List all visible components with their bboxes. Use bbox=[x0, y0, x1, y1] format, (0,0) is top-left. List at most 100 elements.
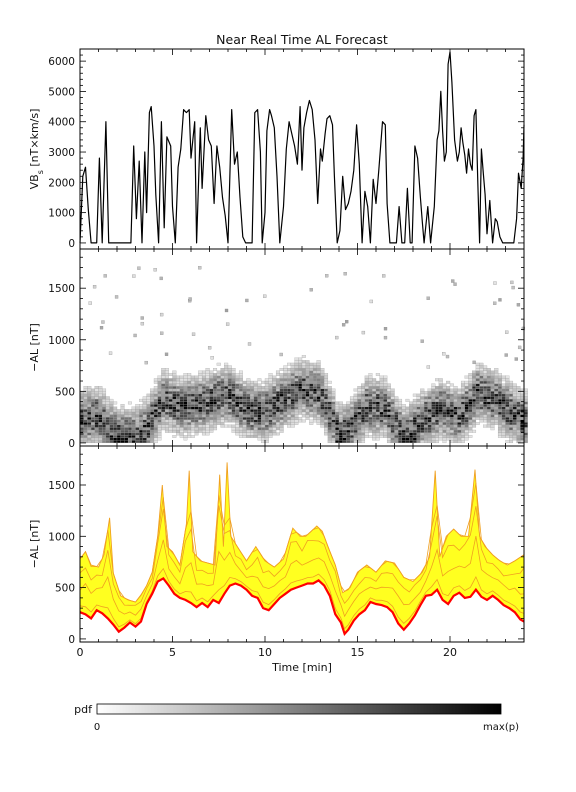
heatmap-cell bbox=[261, 419, 266, 423]
heatmap-cell bbox=[87, 440, 92, 444]
heatmap-cell bbox=[460, 416, 465, 420]
heatmap-cell bbox=[235, 391, 240, 395]
heatmap-cell bbox=[464, 429, 469, 433]
heatmap-cell bbox=[124, 411, 129, 415]
heatmap-cell-outlier bbox=[159, 312, 164, 317]
heatmap-cell bbox=[213, 368, 218, 371]
heatmap-cell bbox=[479, 386, 484, 389]
heatmap-cell bbox=[353, 393, 358, 397]
heatmap-cell bbox=[253, 411, 258, 415]
heatmap-cell bbox=[324, 409, 329, 413]
heatmap-cell bbox=[453, 386, 458, 389]
heatmap-cell bbox=[342, 404, 347, 407]
heatmap-cell bbox=[153, 440, 158, 444]
heatmap-cell bbox=[168, 401, 173, 405]
heatmap-cell bbox=[327, 404, 332, 407]
heatmap-cell bbox=[427, 419, 432, 423]
heatmap-cell bbox=[264, 404, 269, 407]
heatmap-cell bbox=[486, 398, 491, 402]
heatmap-cell bbox=[501, 406, 506, 410]
heatmap-cell bbox=[216, 393, 221, 397]
heatmap-cell bbox=[412, 411, 417, 415]
heatmap-cell bbox=[294, 365, 299, 369]
heatmap-cell bbox=[131, 429, 136, 433]
heatmap-cell bbox=[427, 432, 432, 436]
heatmap-cell bbox=[383, 391, 388, 395]
heatmap-cell bbox=[386, 396, 391, 400]
heatmap-cell bbox=[157, 406, 162, 410]
heatmap-cell bbox=[164, 404, 169, 407]
heatmap-cell bbox=[368, 419, 373, 423]
heatmap-cell bbox=[161, 393, 166, 397]
heatmap-cell bbox=[113, 427, 118, 431]
heatmap-cell bbox=[449, 406, 454, 410]
heatmap-cell bbox=[224, 406, 229, 410]
heatmap-cell bbox=[242, 432, 247, 436]
heatmap-cell bbox=[90, 409, 95, 413]
heatmap-cell bbox=[483, 373, 488, 376]
heatmap-cell bbox=[427, 427, 432, 431]
heatmap-cell bbox=[442, 411, 447, 415]
heatmap-cell bbox=[412, 414, 417, 418]
heatmap-cell bbox=[127, 409, 132, 413]
heatmap-cell bbox=[468, 422, 473, 425]
heatmap-cell bbox=[246, 378, 251, 382]
heatmap-cell bbox=[442, 404, 447, 407]
heatmap-cell bbox=[427, 437, 432, 441]
heatmap-cell bbox=[457, 422, 462, 425]
heatmap-cell bbox=[157, 409, 162, 413]
heatmap-cell bbox=[464, 398, 469, 402]
heatmap-cell bbox=[153, 414, 158, 418]
heatmap-cell bbox=[412, 401, 417, 405]
heatmap-cell bbox=[127, 437, 132, 441]
heatmap-cell bbox=[161, 409, 166, 413]
heatmap-cell bbox=[87, 398, 92, 402]
heatmap-cell bbox=[416, 435, 421, 438]
heatmap-cell bbox=[294, 401, 299, 405]
heatmap-cell bbox=[324, 391, 329, 395]
heatmap-cell bbox=[331, 398, 336, 402]
heatmap-cell bbox=[120, 406, 125, 410]
heatmap-cell bbox=[423, 429, 428, 433]
heatmap-cell bbox=[87, 424, 92, 428]
heatmap-cell bbox=[216, 416, 221, 420]
heatmap-cell bbox=[139, 422, 144, 425]
heatmap-cell bbox=[516, 398, 521, 402]
heatmap-cell bbox=[320, 409, 325, 413]
heatmap-cell bbox=[87, 422, 92, 425]
heatmap-cell bbox=[479, 396, 484, 400]
heatmap-cell bbox=[523, 424, 528, 428]
heatmap-cell bbox=[512, 398, 517, 402]
heatmap-cell bbox=[501, 404, 506, 407]
heatmap-cell bbox=[257, 429, 262, 433]
heatmap-cell bbox=[505, 424, 510, 428]
heatmap-cell bbox=[287, 380, 292, 384]
heatmap-cell bbox=[390, 437, 395, 441]
heatmap-cell bbox=[505, 383, 510, 387]
heatmap-cell bbox=[190, 422, 195, 425]
heatmap-cell bbox=[246, 411, 251, 415]
heatmap-cell bbox=[257, 383, 262, 387]
heatmap-cell bbox=[368, 429, 373, 433]
heatmap-cell bbox=[442, 429, 447, 433]
heatmap-cell bbox=[357, 393, 362, 397]
heatmap-cell bbox=[431, 404, 436, 407]
heatmap-cell bbox=[261, 386, 266, 389]
heatmap-cell bbox=[409, 427, 414, 431]
heatmap-cell bbox=[109, 429, 114, 433]
heatmap-cell bbox=[157, 388, 162, 392]
heatmap-cell bbox=[90, 435, 95, 438]
heatmap-cell bbox=[94, 406, 99, 410]
heatmap-cell bbox=[327, 393, 332, 397]
heatmap-cell bbox=[379, 411, 384, 415]
heatmap-cell bbox=[501, 419, 506, 423]
heatmap-cell bbox=[457, 411, 462, 415]
heatmap-cell bbox=[205, 406, 210, 410]
heatmap-cell bbox=[90, 391, 95, 395]
heatmap-cell bbox=[150, 409, 155, 413]
heatmap-cell bbox=[261, 424, 266, 428]
heatmap-cell bbox=[102, 406, 107, 410]
heatmap-cell bbox=[246, 416, 251, 420]
heatmap-cell bbox=[301, 368, 306, 371]
heatmap-cell bbox=[238, 411, 243, 415]
